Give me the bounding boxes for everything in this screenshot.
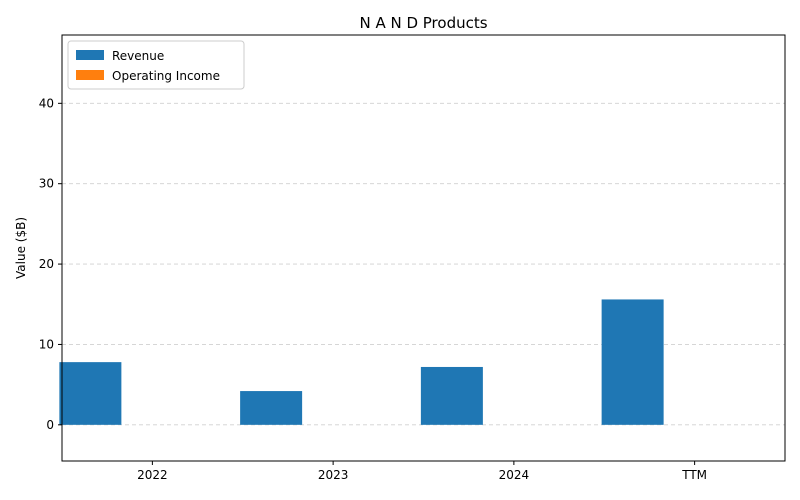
x-tick-label: 2024 (499, 468, 530, 482)
y-tick-label: 0 (46, 418, 54, 432)
plot-frame (61, 34, 786, 462)
chart-title: N A N D Products (359, 14, 487, 32)
bar-revenue (601, 299, 664, 425)
bar-revenue (59, 362, 122, 425)
legend-label: Revenue (112, 49, 164, 63)
gridlines (62, 102, 785, 426)
y-tick-label: 20 (39, 257, 54, 271)
y-tick-label: 30 (39, 177, 54, 191)
legend-box (67, 40, 245, 90)
y-axis: 0 10 20 30 40 (39, 96, 62, 432)
y-tick-label: 40 (39, 96, 54, 110)
legend: Revenue Operating Income (67, 40, 245, 90)
legend-swatch (76, 70, 104, 80)
y-tick-label: 10 (39, 337, 54, 351)
x-axis: 2022 2023 2024 TTM (137, 461, 707, 482)
x-tick-label: TTM (681, 468, 707, 482)
legend-label: Operating Income (112, 69, 220, 83)
bar-revenue (240, 391, 303, 425)
bars (59, 299, 664, 425)
x-tick-label: 2023 (318, 468, 349, 482)
legend-swatch (76, 50, 104, 60)
x-tick-label: 2022 (137, 468, 168, 482)
bar-revenue (420, 366, 483, 425)
y-axis-label: Value ($B) (14, 217, 28, 279)
